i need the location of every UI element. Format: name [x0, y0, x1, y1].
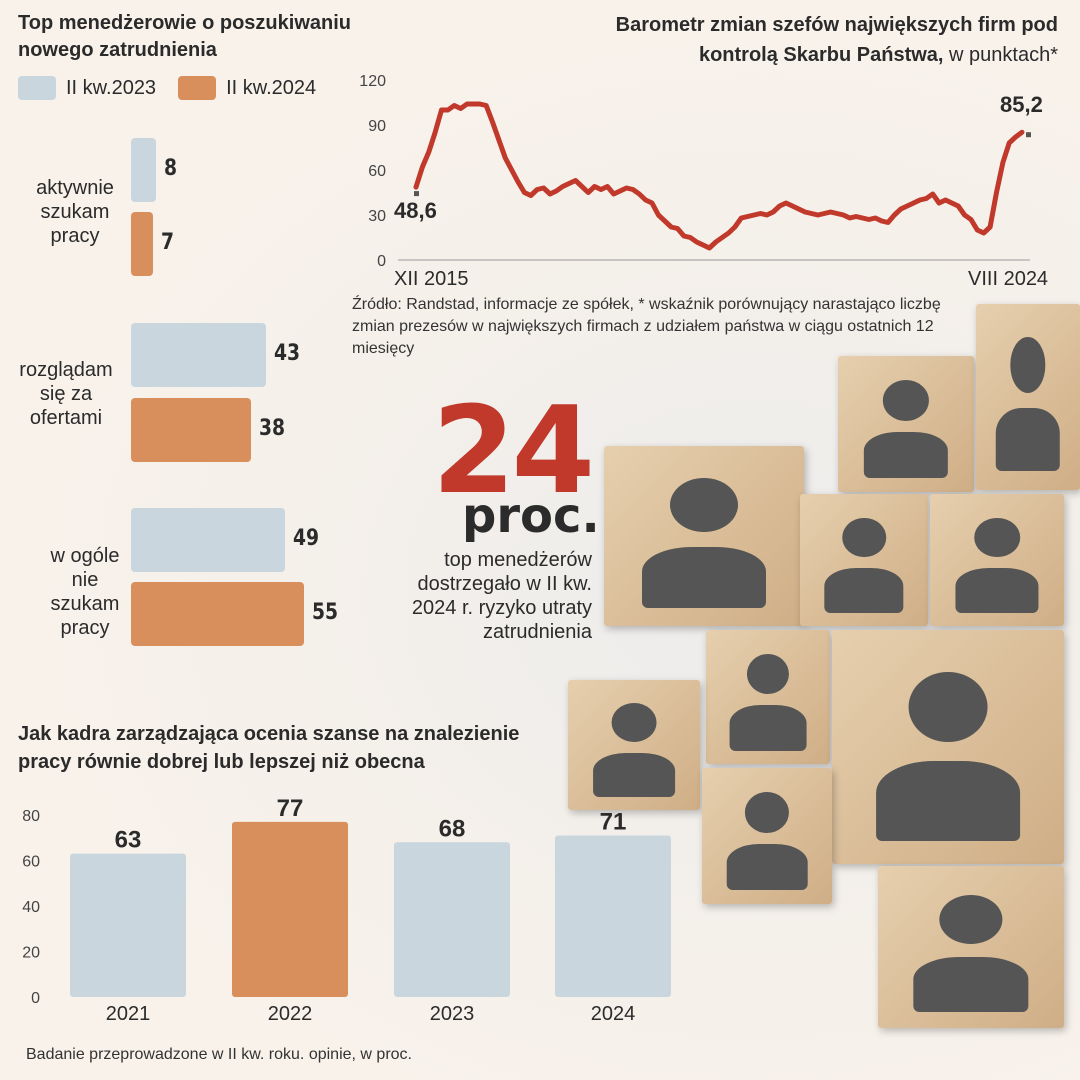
block-figure: [604, 446, 804, 626]
x-label-start: XII 2015: [394, 268, 469, 290]
panel1-legend: II kw.2023 II kw.2024: [18, 76, 316, 100]
panel3-title: Jak kadra zarządzająca ocenia szanse na …: [18, 723, 520, 773]
highlight-number: 24: [432, 382, 595, 521]
block-figure: [838, 356, 974, 492]
x-tick-label: 2024: [591, 1003, 636, 1025]
x-tick-label: 2022: [268, 1003, 313, 1025]
bar-iikw2023-1: [131, 323, 267, 387]
block-figure: [930, 494, 1064, 626]
highlight-text: top menedżerów dostrzegało w II kw. 2024…: [411, 549, 592, 643]
y-tick-label: 40: [22, 899, 40, 916]
category-label-not-looking: w ogóle nie szukam pracy: [50, 545, 120, 639]
x-tick-label: 2023: [430, 1003, 475, 1025]
block-figure: [832, 630, 1064, 864]
y-tick-label: 0: [377, 253, 386, 270]
bar-iikw2024-1: [131, 398, 251, 462]
block-figure: [976, 304, 1080, 490]
block-figure: [702, 768, 832, 904]
panel2-title-rest: w punktach*: [943, 44, 1058, 66]
bar-value-label: 43: [274, 341, 301, 366]
block-figure: [800, 494, 928, 626]
bar-value-label: 55: [312, 600, 339, 625]
barometer-series-line: [413, 101, 1025, 251]
end-marker: [1026, 132, 1031, 138]
bar-value-label: 68: [439, 815, 466, 842]
bar-value-label: 71: [600, 808, 627, 835]
y-tick-label: 60: [22, 854, 40, 871]
panel1-title: Top menedżerowie o poszukiwaniu nowego z…: [18, 12, 351, 61]
category-label-active: aktywnie szukam pracy: [36, 177, 114, 247]
legend-swatch-2024: [178, 76, 217, 100]
bar-iikw2023-2: [131, 508, 286, 572]
bar-iikw2023-0: [131, 138, 157, 202]
y-tick-label: 60: [368, 163, 386, 180]
legend-label-2024: II kw.2024: [226, 76, 317, 99]
bar-2024: [555, 835, 671, 997]
bar-2022: [232, 821, 348, 997]
y-tick-label: 0: [31, 990, 40, 1007]
bar-value-label: 38: [258, 416, 285, 441]
panel2-title: Barometr zmian szefów największych firm …: [538, 10, 1058, 70]
y-tick-label: 80: [22, 808, 40, 825]
legend-label-2023: II kw.2023: [66, 76, 157, 99]
bar-iikw2024-2: [131, 582, 305, 646]
bar-iikw2024-0: [131, 212, 154, 276]
start-marker: [414, 191, 419, 197]
y-tick-label: 120: [359, 73, 386, 90]
panel3-bar-chart: 0 20 40 60 80 63 2021 77 2022 68 2023 71 2024: [22, 795, 671, 1025]
panel2-title-bold: Barometr zmian szefów największych firm …: [615, 14, 1058, 66]
x-tick-label: 2021: [106, 1003, 151, 1025]
barometer-line-chart: 0 30 60 90 120 48,6 85,2 XII 2015 VIII 2024: [359, 73, 1048, 290]
y-tick-label: 20: [22, 945, 40, 962]
bar-2021: [70, 853, 186, 997]
panel2-source: Źródło: Randstad, informacje ze spółek, …: [352, 296, 941, 357]
block-figure: [568, 680, 700, 810]
block-figure: [878, 866, 1064, 1028]
bar-value-label: 7: [161, 230, 175, 255]
x-label-end: VIII 2024: [968, 268, 1048, 290]
bar-value-label: 8: [164, 156, 178, 181]
block-figure: [706, 630, 830, 764]
footnote: Badanie przeprowadzone w II kw. roku. op…: [26, 1046, 412, 1063]
end-value-label: 85,2: [1000, 92, 1043, 117]
category-label-browsing: rozglądam się za ofertami: [19, 359, 113, 429]
bar-value-label: 49: [293, 526, 320, 551]
legend-swatch-2023: [18, 76, 56, 100]
bar-value-label: 77: [277, 795, 304, 822]
y-tick-label: 30: [368, 208, 386, 225]
start-value-label: 48,6: [394, 198, 437, 223]
bar-value-label: 63: [115, 827, 142, 854]
bar-2023: [394, 842, 510, 997]
y-tick-label: 90: [368, 118, 386, 135]
highlight-unit: proc.: [462, 488, 600, 544]
